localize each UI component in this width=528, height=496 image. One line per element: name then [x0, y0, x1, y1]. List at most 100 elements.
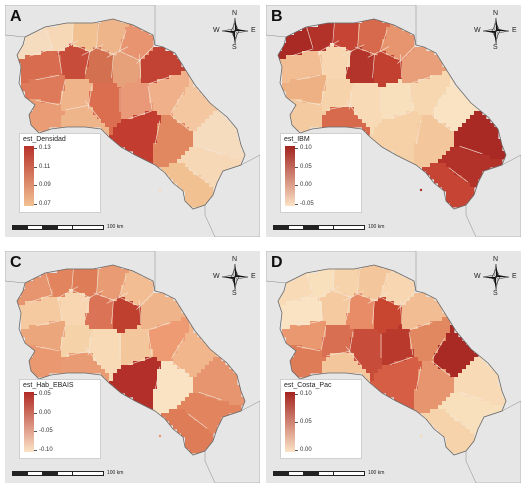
legend-title: est_Hab_EBAIS [23, 382, 74, 389]
scale-segment [288, 471, 304, 476]
scale-segment [273, 471, 289, 476]
panel-letter: A [10, 8, 22, 25]
legend: est_Costa_Pac 0.10 0.05 0.00 [280, 379, 362, 459]
panel-letter: D [271, 254, 283, 271]
compass-label-s: S [493, 290, 498, 297]
legend: est_Hab_EBAIS 0.05 0.00 -0.05 -0.10 [19, 379, 101, 459]
legend-tick-label: 0.05 [300, 163, 312, 170]
compass-label-n: N [232, 256, 238, 263]
legend-tick-mark [34, 394, 37, 395]
legend: est_Densidad 0.13 0.11 0.09 0.07 [19, 133, 101, 213]
compass-rose-icon: N S W E [474, 10, 517, 51]
scale-segment [42, 471, 58, 476]
island [419, 434, 423, 438]
island [158, 188, 162, 192]
legend-tick-mark [295, 450, 298, 451]
scale-segment [57, 471, 73, 476]
legend-tick-label: 0.10 [300, 145, 312, 151]
scale-segment [42, 225, 58, 230]
legend-tick-label: 0.00 [39, 409, 51, 416]
scale-segment [27, 225, 43, 230]
legend-color-ramp [24, 146, 34, 206]
compass-label-n: N [493, 10, 499, 17]
region-borders [290, 268, 483, 429]
country-outline [16, 264, 246, 456]
legend-tick-mark [34, 450, 37, 451]
scale-segment [273, 225, 289, 230]
compass-star-icon [221, 17, 249, 45]
panel-letter: C [10, 254, 22, 271]
choropleth-map [266, 5, 521, 237]
country-outline [277, 264, 507, 456]
legend-tick-mark [295, 185, 298, 187]
legend-tick-mark [295, 148, 298, 149]
scale-segment [12, 471, 28, 476]
legend-color-ramp [285, 392, 295, 452]
legend-tick-mark [34, 185, 37, 187]
scale-label: 100 km [107, 224, 124, 230]
map-panel-b: B est_IBM 0.10 0.05 0.00 -0.05 N S W E 100 km [266, 5, 521, 237]
scale-segment [288, 225, 304, 230]
scale-segment [303, 471, 319, 476]
island [419, 188, 423, 192]
compass-star-icon [482, 17, 510, 45]
compass-rose-icon: N S W E [213, 10, 256, 51]
legend-title: est_Costa_Pac [284, 382, 332, 389]
map-panel-a: A est_Densidad 0.13 0.11 0.09 0.07 N S W E 100… [5, 5, 260, 237]
legend-title: est_IBM [284, 136, 310, 143]
scale-label: 100 km [368, 470, 385, 476]
legend-tick-mark [34, 204, 37, 205]
scale-segment [318, 225, 334, 230]
scale-label: 100 km [107, 470, 124, 476]
scale-segment [333, 225, 365, 230]
scale-bar: 100 km [12, 223, 132, 233]
choropleth-map [5, 5, 260, 237]
scale-bar: 100 km [273, 223, 393, 233]
choropleth-map [5, 251, 260, 483]
compass-rose-icon: N S W E [213, 256, 256, 297]
scale-label: 100 km [368, 224, 385, 230]
legend-title: est_Densidad [23, 136, 66, 143]
compass-label-e: E [251, 27, 256, 34]
compass-label-w: W [474, 273, 481, 280]
country-outline [277, 18, 507, 210]
legend-tick-label: 0.05 [300, 419, 312, 425]
compass-star-icon [482, 263, 510, 291]
scale-segment [72, 471, 104, 476]
legend-tick-label: 0.10 [300, 391, 312, 397]
compass-label-s: S [232, 44, 237, 51]
legend-tick-mark [295, 204, 298, 205]
legend-tick-label: -0.05 [300, 201, 314, 207]
legend-tick-mark [34, 166, 37, 168]
map-panel-d: D est_Costa_Pac 0.10 0.05 0.00 N S W E 100 km [266, 251, 521, 483]
compass-label-s: S [493, 44, 498, 51]
compass-label-w: W [213, 273, 220, 280]
legend-color-ramp [24, 392, 34, 452]
compass-label-e: E [251, 273, 256, 280]
legend-tick-label: 0.00 [300, 447, 312, 453]
scale-segment [57, 225, 73, 230]
region-borders [29, 22, 222, 183]
compass-label-s: S [232, 290, 237, 297]
scale-segment [333, 471, 365, 476]
legend-tick-mark [295, 422, 298, 423]
region-borders [290, 22, 483, 183]
scale-segment [303, 225, 319, 230]
legend-tick-mark [295, 394, 298, 395]
scale-bar: 100 km [273, 469, 393, 479]
compass-label-w: W [474, 27, 481, 34]
choropleth-map [266, 251, 521, 483]
island [158, 434, 162, 438]
compass-star-icon [221, 263, 249, 291]
legend-tick-label: 0.00 [300, 182, 312, 189]
compass-label-n: N [232, 10, 238, 17]
compass-label-e: E [512, 273, 517, 280]
legend-tick-label: -0.05 [39, 428, 53, 435]
scale-segment [318, 471, 334, 476]
legend-tick-label: -0.10 [39, 447, 53, 453]
legend-tick-label: 0.05 [39, 391, 51, 397]
legend-tick-mark [34, 412, 37, 414]
country-outline [16, 18, 246, 210]
scale-bar: 100 km [12, 469, 132, 479]
